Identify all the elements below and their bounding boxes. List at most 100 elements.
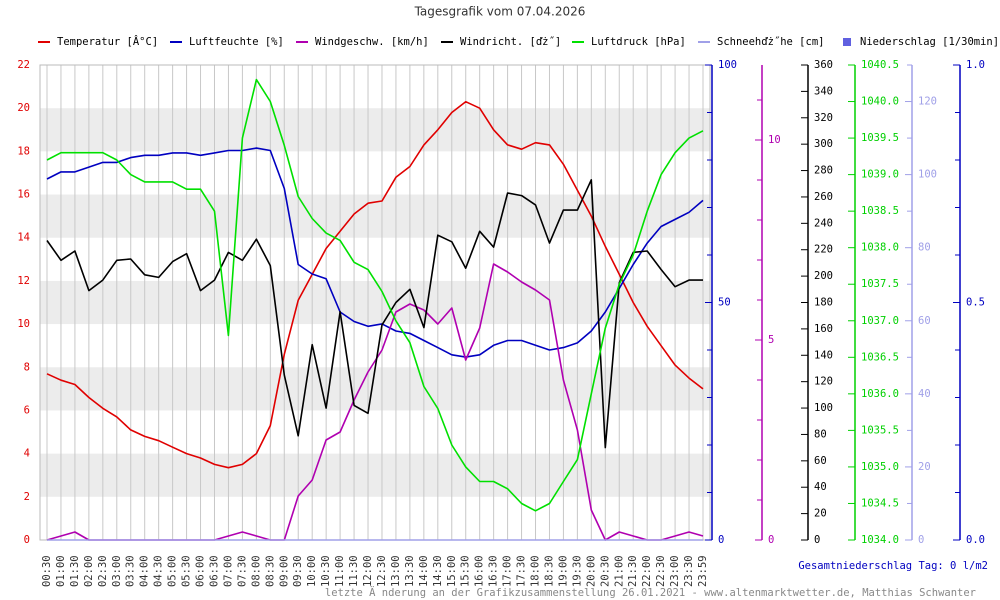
y-tick-label: 50	[718, 297, 731, 309]
legend-label: Windricht. [ďż˝]	[460, 36, 561, 48]
y-tick-label: 1039.5	[861, 132, 899, 144]
x-tick-label: 20:30	[599, 555, 611, 587]
y-tick-label: 18	[17, 145, 30, 157]
y-tick-label: 320	[814, 112, 833, 124]
x-tick-label: 04:30	[153, 555, 165, 587]
y-tick-label: 120	[918, 96, 937, 108]
x-tick-label: 10:30	[320, 555, 332, 587]
x-tick-label: 15:00	[446, 555, 458, 587]
series-line	[46, 78, 704, 512]
y-tick-label: 60	[918, 315, 931, 327]
x-tick-label: 02:00	[83, 555, 95, 587]
legend-label: Schneehďż˝he [cm]	[717, 36, 824, 48]
x-tick-label: 12:00	[362, 555, 374, 587]
y-tick-label: 300	[814, 138, 833, 150]
x-tick-label: 08:30	[264, 555, 276, 587]
y-tick-label: 340	[814, 85, 833, 97]
y-tick-label: 20	[814, 508, 827, 520]
y-tick-label: 0	[814, 534, 820, 546]
y-tick-label: 1036.5	[861, 351, 899, 363]
x-tick-label: 10:00	[306, 555, 318, 587]
grid-band	[40, 194, 710, 238]
x-tick-label: 05:00	[167, 555, 179, 587]
x-tick-label: 02:30	[97, 555, 109, 587]
chart-title: Tagesgrafik vom 07.04.2026	[414, 5, 586, 19]
x-tick-label: 13:00	[390, 555, 402, 587]
y-tick-label: 100	[814, 402, 833, 414]
y-tick-label: 280	[814, 165, 833, 177]
y-tick-label: 10	[768, 134, 781, 146]
x-tick-label: 17:00	[502, 555, 514, 587]
grid-band	[40, 108, 710, 152]
grid-band	[40, 367, 710, 411]
x-tick-label: 19:30	[571, 555, 583, 587]
x-tick-label: 07:30	[236, 555, 248, 587]
y-tick-label: 260	[814, 191, 833, 203]
y-tick-label: 1035.0	[861, 461, 899, 473]
y-tick-label: 1.0	[966, 59, 985, 71]
y-tick-label: 80	[918, 242, 931, 254]
legend-label: Windgeschw. [km/h]	[315, 36, 429, 48]
x-tick-label: 11:30	[348, 555, 360, 587]
y-tick-label: 220	[814, 244, 833, 256]
x-tick-label: 08:00	[250, 555, 262, 587]
y-tick-label: 60	[814, 455, 827, 467]
y-tick-label: 1034.5	[861, 497, 899, 509]
footer-credit: letzte Ä nderung an der Grafikzusammenst…	[325, 586, 976, 599]
total-precipitation: Gesamtniederschlag Tag: 0 l/m2	[798, 560, 988, 572]
y-tick-label: 1037.0	[861, 315, 899, 327]
y-tick-label: 360	[814, 59, 833, 71]
y-tick-label: 6	[24, 404, 30, 416]
y-tick-label: 20	[17, 102, 30, 114]
x-tick-label: 23:30	[683, 555, 695, 587]
y-tick-label: 1040.0	[861, 96, 899, 108]
legend-label: Luftfeuchte [%]	[189, 36, 284, 48]
x-tick-label: 00:30	[41, 555, 53, 587]
x-tick-label: 06:00	[195, 555, 207, 587]
x-tick-label: 23:00	[669, 555, 681, 587]
y-tick-label: 40	[814, 481, 827, 493]
y-tick-label: 40	[918, 388, 931, 400]
x-tick-label: 04:00	[139, 555, 151, 587]
y-tick-label: 14	[17, 232, 30, 244]
x-tick-label: 15:30	[460, 555, 472, 587]
series-line	[46, 179, 703, 449]
x-tick-label: 14:30	[432, 555, 444, 587]
y-tick-label: 180	[814, 297, 833, 309]
x-tick-label: 22:00	[641, 555, 653, 587]
y-tick-label: 1034.0	[861, 534, 899, 546]
y-tick-label: 0	[24, 534, 30, 546]
x-tick-label: 22:30	[655, 555, 667, 587]
y-tick-label: 1039.0	[861, 169, 899, 181]
grid-band	[40, 280, 710, 325]
y-tick-label: 1038.5	[861, 205, 899, 217]
y-tick-label: 4	[24, 448, 30, 460]
x-tick-label: 11:00	[334, 555, 346, 587]
y-tick-label: 0.0	[966, 534, 985, 546]
x-tick-label: 16:00	[474, 555, 486, 587]
x-tick-label: 05:30	[181, 555, 193, 587]
x-tick-label: 03:00	[111, 555, 123, 587]
x-tick-label: 03:30	[125, 555, 137, 587]
y-tick-label: 22	[17, 59, 30, 71]
x-tick-label: 23:59	[697, 555, 709, 587]
y-tick-label: 0.5	[966, 297, 985, 309]
y-tick-label: 10	[17, 318, 30, 330]
x-tick-label: 09:00	[278, 555, 290, 587]
y-tick-label: 100	[918, 169, 937, 181]
x-tick-label: 19:00	[557, 555, 569, 587]
x-tick-label: 07:00	[222, 555, 234, 587]
y-tick-label: 8	[24, 361, 30, 373]
x-tick-label: 06:30	[208, 555, 220, 587]
y-tick-label: 240	[814, 217, 833, 229]
x-tick-label: 09:30	[292, 555, 304, 587]
legend-label: Luftdruck [hPa]	[591, 36, 686, 48]
grid-band	[40, 453, 710, 497]
legend-swatch	[843, 38, 851, 46]
y-tick-label: 80	[814, 428, 827, 440]
y-tick-label: 0	[918, 534, 924, 546]
x-tick-label: 17:30	[516, 555, 528, 587]
series-line	[46, 147, 704, 358]
x-tick-label: 21:00	[613, 555, 625, 587]
